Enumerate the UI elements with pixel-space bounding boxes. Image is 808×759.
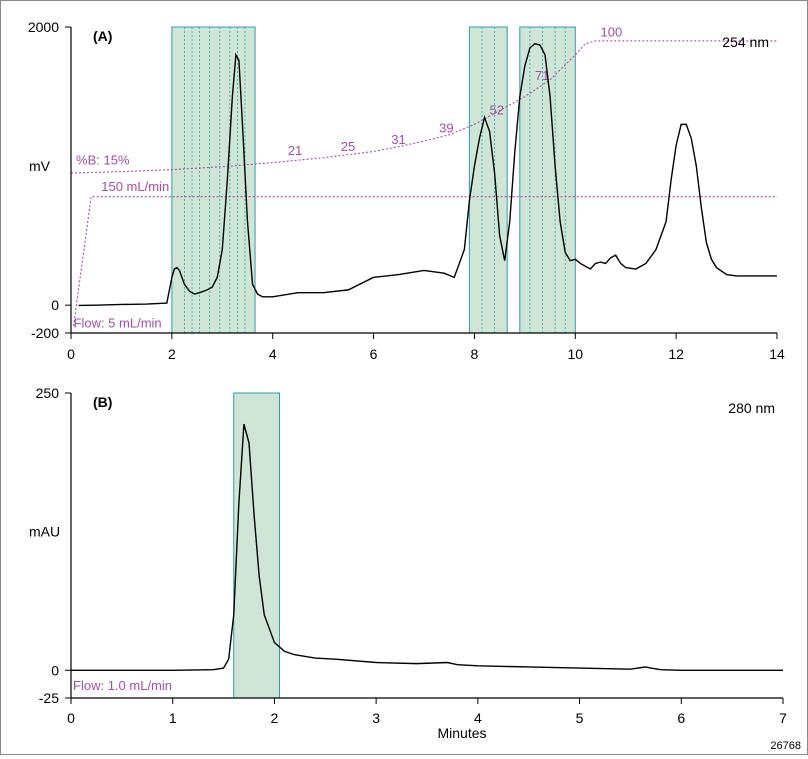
y-tick-label: 250 bbox=[36, 385, 60, 401]
gradient-label: 100 bbox=[601, 25, 623, 40]
y-tick-label: 2000 bbox=[28, 19, 59, 35]
x-tick-label: 1 bbox=[169, 710, 177, 726]
y-axis-label: mV bbox=[29, 158, 51, 174]
y-axis-label: mAU bbox=[29, 524, 60, 540]
wavelength-label: 254 nm bbox=[722, 34, 769, 50]
x-tick-label: 12 bbox=[668, 346, 684, 362]
gradient-label: 31 bbox=[391, 132, 405, 147]
x-tick-label: 8 bbox=[471, 346, 479, 362]
x-tick-label: 5 bbox=[576, 710, 584, 726]
panel-b: Flow: 1.0 mL/min 0 1 2 3 4 5 6 7 250 0 -25 mAU Minute… bbox=[29, 385, 787, 741]
x-tick-label: 6 bbox=[370, 346, 378, 362]
panel-label: (B) bbox=[93, 394, 112, 410]
gradient-label: 71 bbox=[535, 68, 549, 83]
x-tick-label: 6 bbox=[677, 710, 685, 726]
flow-label: 150 mL/min bbox=[101, 179, 169, 194]
x-tick-label: 4 bbox=[474, 710, 482, 726]
gradient-label: %B: 15% bbox=[76, 153, 130, 168]
x-tick-label: 0 bbox=[67, 710, 75, 726]
x-tick-label: 0 bbox=[67, 346, 75, 362]
chromatogram-trace bbox=[78, 42, 777, 307]
x-tick-label: 2 bbox=[271, 710, 279, 726]
x-tick-label: 14 bbox=[769, 346, 785, 362]
panel-label: (A) bbox=[93, 28, 112, 44]
chromatogram-trace bbox=[71, 423, 783, 671]
x-tick-label: 10 bbox=[567, 346, 583, 362]
flow-label: Flow: 1.0 mL/min bbox=[73, 678, 172, 693]
y-tick-label: -25 bbox=[39, 690, 59, 706]
y-tick-label: 0 bbox=[51, 662, 59, 678]
fraction-box-2 bbox=[468, 26, 508, 334]
gradient-label: 39 bbox=[439, 121, 453, 136]
y-tick-label: 0 bbox=[51, 297, 59, 313]
figure-code-label: 26768 bbox=[770, 740, 801, 752]
x-tick-label: 3 bbox=[372, 710, 380, 726]
flow-label: Flow: 5 mL/min bbox=[74, 315, 162, 330]
gradient-label: 21 bbox=[288, 143, 302, 158]
x-tick-label: 4 bbox=[269, 346, 277, 362]
gradient-label: 25 bbox=[341, 139, 355, 154]
x-tick-label: 7 bbox=[779, 710, 787, 726]
wavelength-label: 280 nm bbox=[728, 400, 775, 416]
x-axis-label: Minutes bbox=[437, 725, 486, 741]
gradient-label: 52 bbox=[490, 103, 504, 118]
fraction-box-1 bbox=[171, 26, 256, 334]
x-tick-label: 2 bbox=[168, 346, 176, 362]
y-tick-label: -200 bbox=[31, 325, 59, 341]
